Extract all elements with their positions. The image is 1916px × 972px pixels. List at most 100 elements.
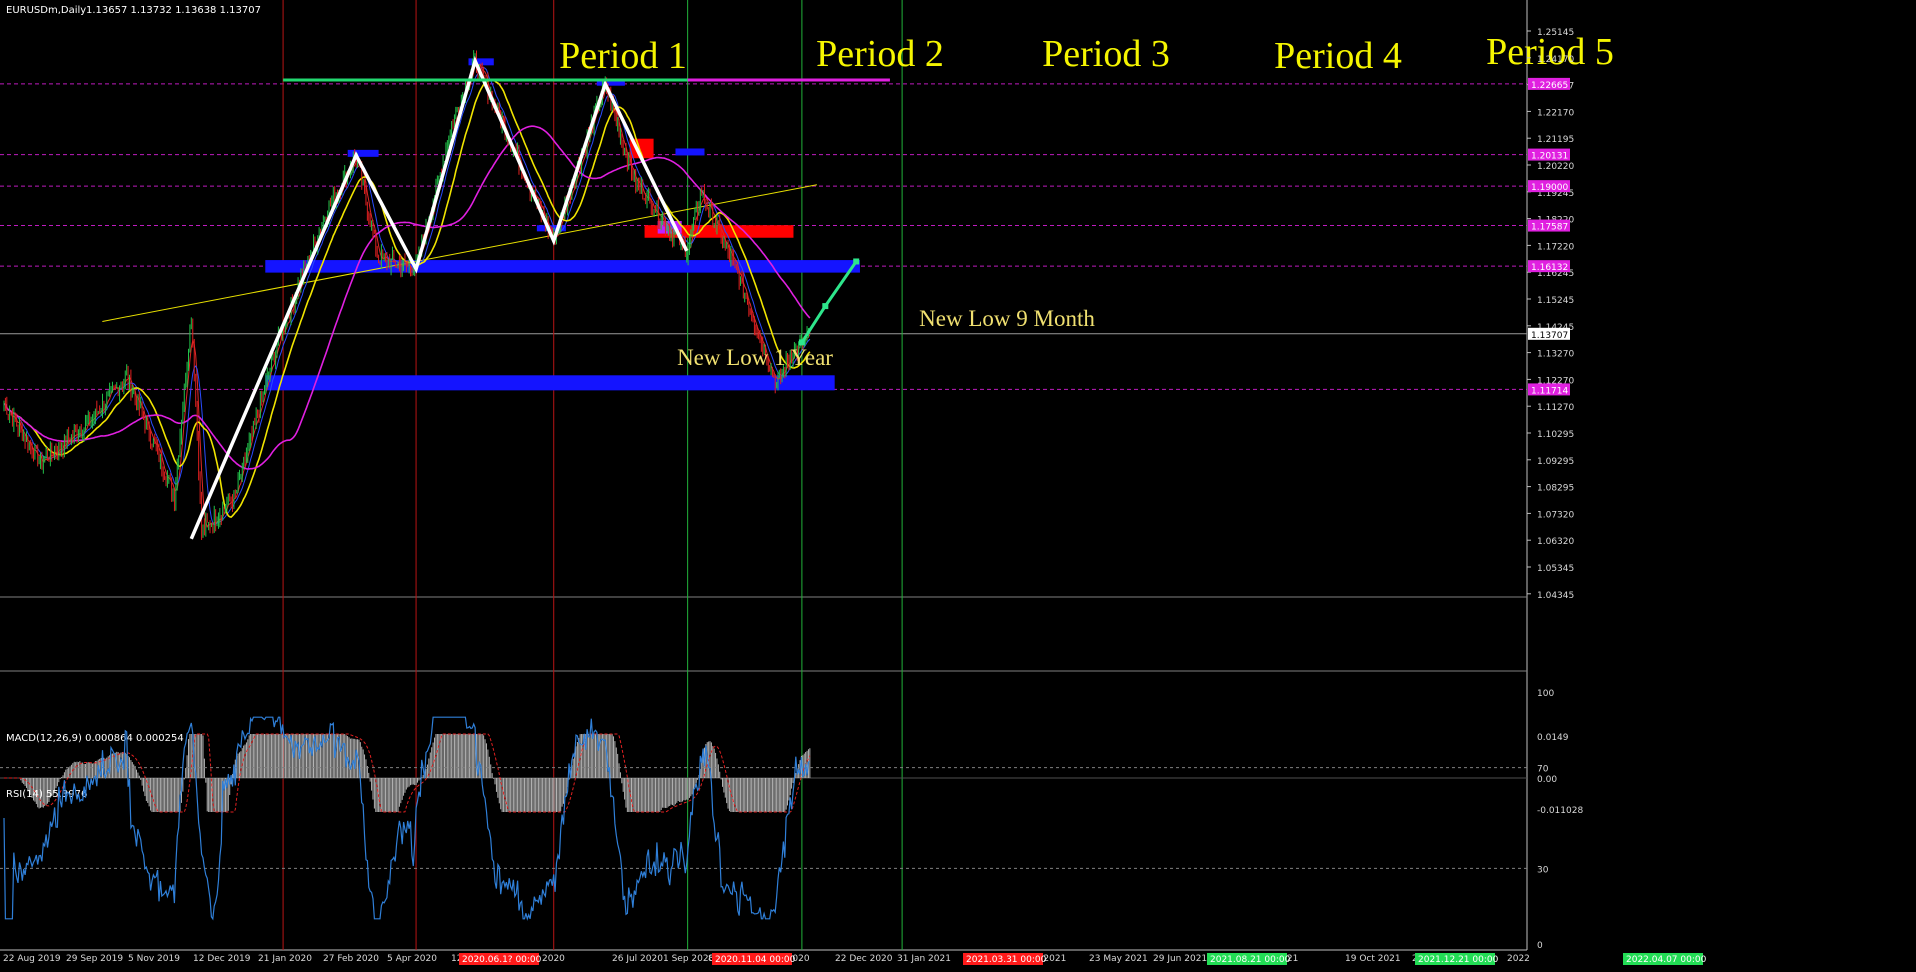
level-tag — [1528, 383, 1570, 396]
price-tick-label: 1.04345 — [1537, 591, 1574, 601]
rsi-line — [3, 716, 811, 921]
price-tick-label: 1.08295 — [1537, 484, 1574, 494]
date-highlight — [1623, 953, 1703, 965]
date-label: 31 Jan 2021 — [897, 954, 951, 964]
date-highlight — [963, 953, 1043, 965]
date-label: 23 May 2021 — [1089, 954, 1148, 964]
date-label: 26 Jul 2020 — [612, 954, 663, 964]
price-tick-label: 1.22170 — [1537, 108, 1574, 118]
zigzag-pattern — [189, 55, 689, 540]
level-tag-value: 1.16132 — [1531, 263, 1568, 273]
price-tick-label: 1.13270 — [1537, 350, 1574, 360]
price-tick-label: 1.06320 — [1537, 537, 1574, 547]
date-label: 29 Sep 2019 — [66, 954, 123, 964]
pivot-box — [347, 149, 379, 157]
price-tick-label: 1.09295 — [1537, 457, 1574, 467]
date-label: 22 Aug 2019 — [3, 954, 61, 964]
price-axis: 1.251451.241701.231971.221701.211951.202… — [1527, 28, 1583, 951]
date-label: 8 — [708, 954, 714, 964]
rsi-tick-label: 70 — [1537, 765, 1549, 775]
note-new-low-9-month: New Low 9 Month — [919, 306, 1095, 331]
price-tick-label: 1.10295 — [1537, 430, 1574, 440]
projection-arrow — [798, 258, 860, 346]
price-tick-label: 1.14245 — [1537, 323, 1574, 333]
date-highlight-label: 2021.08.21 00:00 — [1210, 955, 1291, 965]
projection-node — [798, 339, 805, 346]
date-label: 1 Sep 2020 — [663, 954, 715, 964]
level-tag-value: 1.20131 — [1531, 152, 1568, 162]
price-tick-label: 1.21195 — [1537, 135, 1574, 145]
level-tag — [1528, 77, 1570, 90]
period-label: Period 4 — [1274, 35, 1402, 77]
level-tag — [1528, 148, 1570, 161]
date-highlight — [1207, 953, 1287, 965]
date-label: 12 Dec 2019 — [193, 954, 251, 964]
date-label: 12 — [451, 954, 462, 964]
date-label: 5 Nov 2019 — [128, 954, 180, 964]
level-tag — [1528, 219, 1570, 232]
date-highlight-label: 2021.03.31 00:00 — [966, 955, 1047, 965]
date-label: 2022 — [1507, 954, 1530, 964]
price-tick-label: 1.25145 — [1537, 28, 1574, 38]
date-label: 29 Jun 2021 — [1153, 954, 1207, 964]
macd-label: MACD(12,26,9) 0.000864 0.000254 — [6, 733, 184, 744]
ohlc-values: 1.13657 1.13732 1.13638 1.13707 — [86, 5, 261, 16]
date-highlight — [459, 953, 539, 965]
pivot-box — [596, 78, 625, 86]
level-tag-value: 1.22665 — [1531, 81, 1568, 91]
price-tick-label: 1.24170 — [1537, 55, 1574, 65]
price-tick-label: 1.15245 — [1537, 296, 1574, 306]
pivot-box — [468, 58, 494, 66]
period-label: Period 1 — [559, 35, 687, 77]
period-label: Period 2 — [816, 33, 944, 75]
projection-node — [853, 258, 860, 265]
macd-tick-label: 0.0149 — [1537, 733, 1569, 743]
projection-node — [822, 303, 829, 310]
level-tag-value: 1.11714 — [1531, 386, 1568, 396]
macd-panel: MACD(12,26,9) 0.000864 0.000254 — [0, 733, 1527, 813]
price-tick-label: 1.16245 — [1537, 269, 1574, 279]
rsi-panel: RSI(14) 55.3976 — [0, 716, 1527, 921]
ma-magenta-line — [3, 125, 811, 470]
date-highlight-label: 2020.11.04 00:00 — [715, 955, 796, 965]
price-tick-label: 1.19245 — [1537, 189, 1574, 199]
rsi-label: RSI(14) 55.3976 — [6, 789, 87, 800]
period-label: Period 3 — [1042, 33, 1170, 75]
date-label: 19 Oct 2021 — [1345, 954, 1401, 964]
rsi-tick-label: 30 — [1537, 865, 1549, 875]
level-tag-value: 1.19000 — [1531, 183, 1568, 193]
current-price-value: 1.13707 — [1531, 331, 1568, 341]
price-tick-label: 1.20220 — [1537, 162, 1574, 172]
date-axis: 22 Aug 2019 29 Sep 2019 5 Nov 2019 12 Dec 2… — [3, 953, 1707, 965]
period-labels: Period 1 Period 2 Period 3 Period 4 Period 5… — [283, 31, 1614, 370]
date-label: 2020 — [542, 954, 565, 964]
price-tick-label: 1.11270 — [1537, 403, 1574, 413]
current-price-tag — [1528, 327, 1570, 340]
date-label: 5 Apr 2020 — [387, 954, 437, 964]
date-label: 21 Jan 2020 — [258, 954, 312, 964]
note-new-low-1-year: New Low 1 Year — [677, 345, 833, 370]
price-tick-label: 1.07320 — [1537, 510, 1574, 520]
price-tick-label: 1.17220 — [1537, 242, 1574, 252]
level-tag — [1528, 260, 1570, 273]
support-zone — [265, 260, 860, 273]
rsi-tick-label: 0 — [1537, 941, 1543, 951]
date-highlight-label: 2020.06.1? 00:00 — [462, 955, 542, 965]
date-label: 27 Feb 2020 — [323, 954, 379, 964]
chart-header: EURUSDm,Daily 1.13657 1.13732 1.13638 1.… — [6, 5, 261, 16]
macd-tick-label: -0.011028 — [1537, 806, 1583, 816]
pivot-box — [675, 148, 705, 156]
period-label: Period 5 — [1486, 31, 1614, 73]
symbol-label: EURUSDm,Daily — [6, 5, 86, 16]
ma-yellow-line — [3, 79, 811, 518]
date-label: Apr 2021 — [1025, 954, 1066, 964]
level-tag — [1528, 180, 1570, 193]
date-highlight — [712, 953, 792, 965]
macd-tick-label: 0.00 — [1537, 775, 1557, 785]
level-tag-value: 1.17587 — [1531, 223, 1568, 233]
macd-signal-line — [4, 733, 811, 813]
date-label: 2 — [1412, 954, 1418, 964]
